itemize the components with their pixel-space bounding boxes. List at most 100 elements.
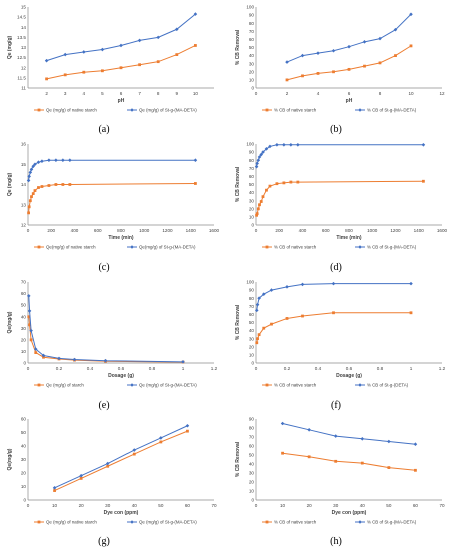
y-tick-label: 60 bbox=[249, 174, 255, 179]
x-tick-label: 0 bbox=[255, 503, 258, 508]
data-point bbox=[63, 53, 67, 57]
legend-marker bbox=[266, 384, 269, 387]
legend-marker bbox=[130, 245, 134, 249]
x-tick-label: 30 bbox=[105, 503, 111, 508]
legend-marker bbox=[130, 108, 134, 112]
y-tick-label: 50 bbox=[21, 303, 27, 308]
x-tick-label: 40 bbox=[360, 503, 366, 508]
y-tick-label: 80 bbox=[249, 21, 255, 26]
legend-marker bbox=[358, 383, 362, 387]
y-tick-label: 80 bbox=[249, 426, 255, 431]
data-point bbox=[387, 466, 390, 469]
data-point bbox=[258, 203, 261, 206]
series-line-1 bbox=[257, 313, 411, 343]
legend-marker bbox=[358, 108, 362, 112]
x-tick-label: 10 bbox=[408, 91, 414, 96]
series-line-1 bbox=[55, 431, 188, 490]
data-point bbox=[286, 79, 289, 82]
data-point bbox=[270, 288, 274, 292]
series-line-1 bbox=[47, 45, 196, 78]
data-point bbox=[334, 434, 338, 438]
x-tick-label: 0.2 bbox=[284, 366, 291, 371]
data-point bbox=[138, 39, 142, 43]
x-tick-label: 1000 bbox=[367, 228, 378, 233]
data-point bbox=[119, 44, 123, 48]
y-axis-label: % CB Removal bbox=[235, 29, 241, 65]
y-tick-label: 40 bbox=[21, 444, 27, 449]
data-point bbox=[262, 327, 265, 330]
data-point bbox=[332, 70, 335, 73]
x-tick-label: 1400 bbox=[414, 228, 425, 233]
y-tick-label: 50 bbox=[249, 182, 255, 187]
data-point bbox=[61, 158, 65, 162]
data-point bbox=[281, 452, 284, 455]
chart-panel-e: 0 0.2 0.4 0.6 0.8 1 1.2 0 10 20 30 40 50 60 70 Dosage (… bbox=[4, 277, 220, 397]
data-point bbox=[410, 311, 413, 314]
y-tick-label: 0 bbox=[251, 361, 254, 366]
data-point bbox=[55, 183, 58, 186]
x-tick-label: 5 bbox=[101, 91, 104, 96]
y-tick-label: 50 bbox=[249, 320, 255, 325]
y-tick-label: 13.5 bbox=[17, 35, 26, 40]
legend-label: Qe (mg/g) of St-g-(MA-DETA) bbox=[139, 383, 197, 388]
y-tick-label: 60 bbox=[21, 291, 27, 296]
x-tick-label: 200 bbox=[275, 228, 283, 233]
legend-label: Qe (mg/g) of native starch bbox=[46, 108, 97, 113]
x-axis-label: pH bbox=[346, 98, 353, 104]
chart-panel-d: 0 200 400 600 800 1000 1200 1400 1600 0 10 20 30 40 50… bbox=[232, 139, 448, 259]
legend-label: % CB of St-g-(MA-DETA) bbox=[367, 520, 417, 525]
x-tick-label: 1 bbox=[182, 366, 185, 371]
data-point bbox=[282, 143, 286, 147]
y-axis-label: Qe (mg/g) bbox=[7, 36, 13, 60]
x-tick-label: 10 bbox=[193, 91, 199, 96]
y-tick-label: 11 bbox=[21, 86, 26, 91]
legend-label: Qe (mg/g) of native starch bbox=[46, 520, 97, 525]
data-point bbox=[29, 199, 32, 202]
data-point bbox=[186, 424, 190, 428]
chart-svg: 2 3 4 5 6 7 8 9 10 11 11.5 12 12.5 13 13.5 14 14.5 15 pH Qe… bbox=[4, 2, 220, 122]
x-axis-label: Dosage (g) bbox=[108, 373, 134, 379]
chart-panel-g: 0 10 20 30 40 50 60 70 0 10 20 30 40 50 60 Dye con (ppm… bbox=[4, 414, 220, 534]
y-tick-label: 20 bbox=[249, 206, 255, 211]
data-point bbox=[45, 59, 49, 63]
y-tick-label: 10 bbox=[21, 349, 27, 354]
legend-marker bbox=[38, 384, 41, 387]
chart-svg: 0 0.2 0.4 0.6 0.8 1 1.2010203040506070Dosage (… bbox=[4, 277, 220, 397]
data-point bbox=[332, 282, 336, 286]
y-tick-label: 30 bbox=[21, 326, 27, 331]
legend-marker bbox=[358, 245, 362, 249]
y-tick-label: 40 bbox=[21, 314, 27, 319]
panel-label-a: (a) bbox=[84, 124, 124, 135]
x-tick-label: 400 bbox=[299, 228, 307, 233]
y-tick-label: 10 bbox=[249, 489, 255, 494]
y-tick-label: 70 bbox=[21, 280, 27, 285]
series-line-1 bbox=[283, 453, 416, 470]
legend-marker bbox=[266, 521, 269, 524]
panel-label-d: (d) bbox=[316, 262, 356, 273]
y-tick-label: 12 bbox=[21, 223, 27, 228]
series-line-2 bbox=[287, 14, 411, 62]
x-tick-label: 3 bbox=[64, 91, 67, 96]
y-tick-label: 40 bbox=[249, 328, 255, 333]
x-tick-label: 8 bbox=[379, 91, 382, 96]
series-line-2 bbox=[29, 296, 183, 362]
y-tick-label: 100 bbox=[246, 142, 254, 147]
data-point bbox=[156, 36, 160, 40]
data-point bbox=[101, 48, 105, 52]
y-tick-label: 15 bbox=[21, 162, 27, 167]
data-point bbox=[379, 61, 382, 64]
y-axis-label: Qe (mg/g) bbox=[7, 173, 13, 197]
x-axis-label: Dosage (g) bbox=[336, 373, 362, 379]
y-axis-label: % CB Removal bbox=[235, 441, 241, 477]
data-point bbox=[307, 428, 311, 432]
data-point bbox=[308, 455, 311, 458]
y-tick-label: 0 bbox=[251, 498, 254, 503]
y-axis-label: Qe(mg/g) bbox=[7, 448, 13, 470]
chart-panel-f: 0 0.2 0.4 0.6 0.8 1 1.2 0 10 20 30 40 50 60 70 80 90 100 D… bbox=[232, 277, 448, 397]
legend-marker bbox=[130, 520, 134, 524]
data-point bbox=[32, 192, 35, 195]
x-tick-label: 20 bbox=[79, 503, 85, 508]
data-point bbox=[175, 53, 178, 56]
data-point bbox=[285, 285, 289, 289]
y-tick-label: 70 bbox=[249, 29, 255, 34]
